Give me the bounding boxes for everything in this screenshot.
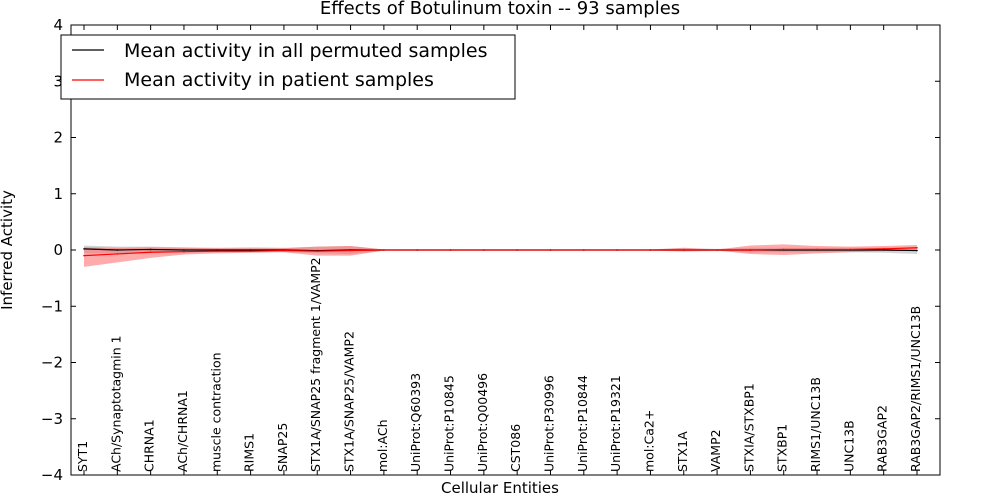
category-labels-layer: SYT1 ACh/Synaptotagmin 1 CHRNA1 ACh/CHRNA1 m… — [75, 257, 923, 472]
x-category-label: UniProt:P10844 — [575, 375, 590, 472]
data-point-patient — [549, 249, 552, 251]
data-point-patient — [682, 249, 685, 251]
series-line-patient — [83, 247, 918, 257]
bands-layer — [84, 244, 917, 267]
legend: Mean activity in all permuted samples Me… — [60, 34, 516, 100]
x-category-label: CHRNA1 — [142, 419, 157, 472]
x-category-label: mol:ACh — [375, 420, 390, 473]
data-point-patient — [183, 250, 185, 253]
y-tick-label: 0 — [53, 241, 63, 259]
data-point-permuted — [249, 249, 252, 251]
x-category-label: UniProt:P19321 — [608, 375, 623, 472]
legend-label-permuted: Mean activity in all permuted samples — [124, 40, 487, 62]
data-point-patient — [749, 249, 752, 251]
data-point-permuted — [149, 248, 152, 251]
data-point-patient — [849, 248, 852, 251]
y-tick-label: −4 — [41, 466, 63, 484]
x-category-label: SNAP25 — [275, 423, 290, 472]
y-tick-label: 4 — [53, 16, 63, 34]
data-point-permuted — [916, 249, 918, 252]
data-point-patient — [116, 253, 119, 255]
ticks-layer: −4 −3 −2 −1 0 1 2 3 4 — [41, 16, 940, 484]
data-point-permuted — [183, 249, 185, 251]
data-point-patient — [716, 249, 718, 251]
x-category-label: ACh/CHRNA1 — [175, 390, 190, 472]
data-point-patient — [349, 249, 352, 252]
data-point-patient — [649, 249, 652, 251]
data-point-patient — [249, 250, 252, 252]
x-category-label: STXBP1 — [775, 424, 790, 472]
x-category-label: RIMS1/UNC13B — [808, 377, 823, 472]
x-category-label: VAMP2 — [708, 429, 723, 472]
x-category-label: STX1A — [675, 431, 690, 472]
data-point-patient — [816, 248, 818, 251]
chart-title: Effects of Botulinum toxin -- 93 samples — [320, 0, 680, 19]
x-category-label: RIMS1 — [242, 433, 257, 472]
data-point-patient — [483, 249, 485, 251]
x-category-label: STX1A/SNAP25/VAMP2 — [342, 331, 357, 472]
y-tick-label: 2 — [53, 129, 63, 147]
data-point-patient — [83, 254, 85, 257]
x-category-label: SYT1 — [75, 441, 90, 472]
x-category-label: RAB3GAP2 — [875, 405, 890, 472]
x-category-label: UNC13B — [841, 420, 856, 472]
y-tick-label: 3 — [53, 72, 63, 90]
y-tick-label: −1 — [41, 297, 63, 315]
plot-frame — [70, 24, 941, 476]
legend-label-patient: Mean activity in patient samples — [124, 69, 434, 91]
data-point-permuted — [116, 249, 119, 251]
data-point-patient — [516, 249, 518, 251]
data-point-patient — [916, 246, 918, 249]
data-point-patient — [216, 250, 219, 252]
x-axis-label: Cellular Entities — [441, 479, 559, 497]
data-point-patient — [583, 249, 585, 251]
y-tick-label: −2 — [41, 354, 63, 372]
x-category-label: ACh/Synaptotagmin 1 — [108, 335, 123, 472]
data-point-permuted — [216, 249, 219, 251]
data-point-patient — [149, 251, 152, 254]
data-point-patient — [316, 250, 319, 252]
data-point-patient — [383, 249, 385, 251]
y-tick-label: −3 — [41, 410, 63, 428]
data-point-patient — [882, 248, 885, 250]
x-category-label: STXIA/STXBP1 — [741, 383, 756, 472]
x-category-label: CST086 — [508, 424, 523, 472]
data-point-patient — [416, 249, 419, 251]
x-category-label: UniProt:Q60393 — [408, 373, 423, 472]
data-point-patient — [782, 248, 785, 251]
data-point-patient — [616, 249, 618, 251]
data-point-patient — [449, 249, 452, 251]
x-category-label: STX1A/SNAP25 fragment 1/VAMP2 — [308, 257, 323, 472]
x-category-label: RAB3GAP2/RIMS1/UNC13B — [908, 306, 923, 472]
lines-layer — [83, 246, 918, 257]
y-axis-label: Inferred Activity — [0, 190, 16, 310]
x-category-label: UniProt:Q00496 — [475, 373, 490, 472]
x-category-label: mol:Ca2+ — [641, 410, 656, 472]
data-point-patient — [283, 249, 285, 252]
x-category-label: UniProt:P30996 — [541, 375, 556, 472]
data-point-permuted — [83, 248, 85, 250]
legend-box — [60, 34, 516, 100]
x-category-label: muscle contraction — [208, 352, 223, 472]
x-category-label: UniProt:P10845 — [442, 375, 457, 472]
y-tick-label: 1 — [53, 185, 63, 203]
data-point-permuted — [882, 249, 885, 251]
